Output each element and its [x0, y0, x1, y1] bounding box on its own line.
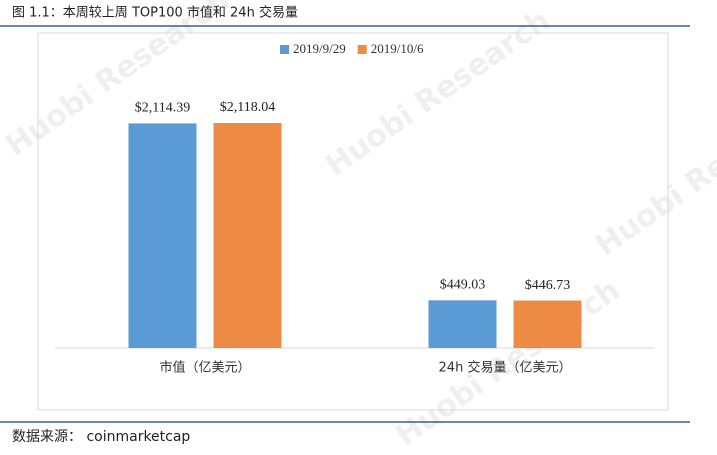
value-label: $449.03	[440, 278, 486, 293]
chart-frame	[37, 32, 669, 411]
watermark: Huobi Research	[319, 3, 556, 184]
value-label: $446.73	[525, 278, 571, 293]
figure-title: 图 1.1：本周较上周 TOP100 市值和 24h 交易量	[12, 5, 298, 21]
bar	[428, 300, 497, 348]
source: 数据来源： coinmarketcap	[12, 429, 190, 445]
legend-swatch	[280, 45, 289, 54]
watermark: Huobi Research	[0, 0, 237, 164]
legend-label: 2019/10/6	[371, 41, 424, 56]
legend-label: 2019/9/29	[293, 41, 346, 56]
legend-swatch	[357, 45, 367, 54]
watermark: Huobi Research	[589, 83, 717, 264]
bar	[513, 300, 582, 348]
value-label: $2,118.04	[220, 100, 275, 115]
x-tick-label: 市值（亿美元）	[159, 360, 250, 376]
bar	[213, 123, 282, 348]
x-tick-label: 24h 交易量（亿美元）	[439, 360, 572, 376]
value-label: $2,114.39	[135, 101, 190, 116]
bar	[128, 123, 197, 348]
